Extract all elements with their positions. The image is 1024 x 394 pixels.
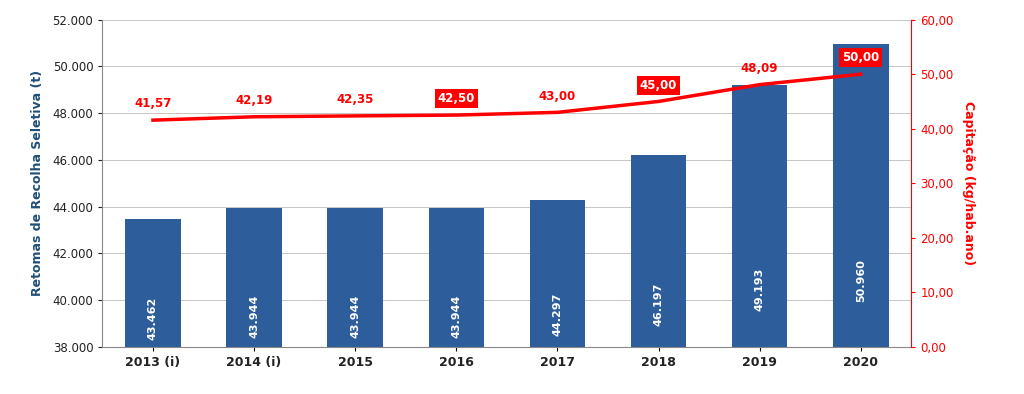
Bar xyxy=(631,155,686,347)
Text: 48,09: 48,09 xyxy=(741,62,778,75)
Text: 49.193: 49.193 xyxy=(755,268,765,311)
Text: 43.462: 43.462 xyxy=(147,297,158,340)
Text: 43.944: 43.944 xyxy=(350,294,360,338)
Text: 44.297: 44.297 xyxy=(552,293,562,336)
Y-axis label: Retomas de Recolha Seletiva (t): Retomas de Recolha Seletiva (t) xyxy=(31,70,44,296)
Y-axis label: Capitação (kg/hab.ano): Capitação (kg/hab.ano) xyxy=(963,101,975,265)
Text: 41,57: 41,57 xyxy=(134,97,172,110)
Bar xyxy=(833,44,889,347)
Text: 50,00: 50,00 xyxy=(842,51,880,64)
Bar xyxy=(428,208,484,347)
Text: 42,19: 42,19 xyxy=(236,94,272,107)
Text: 42,50: 42,50 xyxy=(437,92,475,105)
Bar xyxy=(529,200,586,347)
Text: 43.944: 43.944 xyxy=(452,294,462,338)
Bar xyxy=(226,208,282,347)
Text: 43,00: 43,00 xyxy=(539,89,577,102)
Bar xyxy=(125,219,181,347)
Text: 43.944: 43.944 xyxy=(249,294,259,338)
Text: 42,35: 42,35 xyxy=(337,93,374,106)
Bar xyxy=(732,85,787,347)
Text: 46.197: 46.197 xyxy=(653,283,664,326)
Text: 50.960: 50.960 xyxy=(856,259,866,301)
Bar xyxy=(328,208,383,347)
Text: 45,00: 45,00 xyxy=(640,79,677,92)
